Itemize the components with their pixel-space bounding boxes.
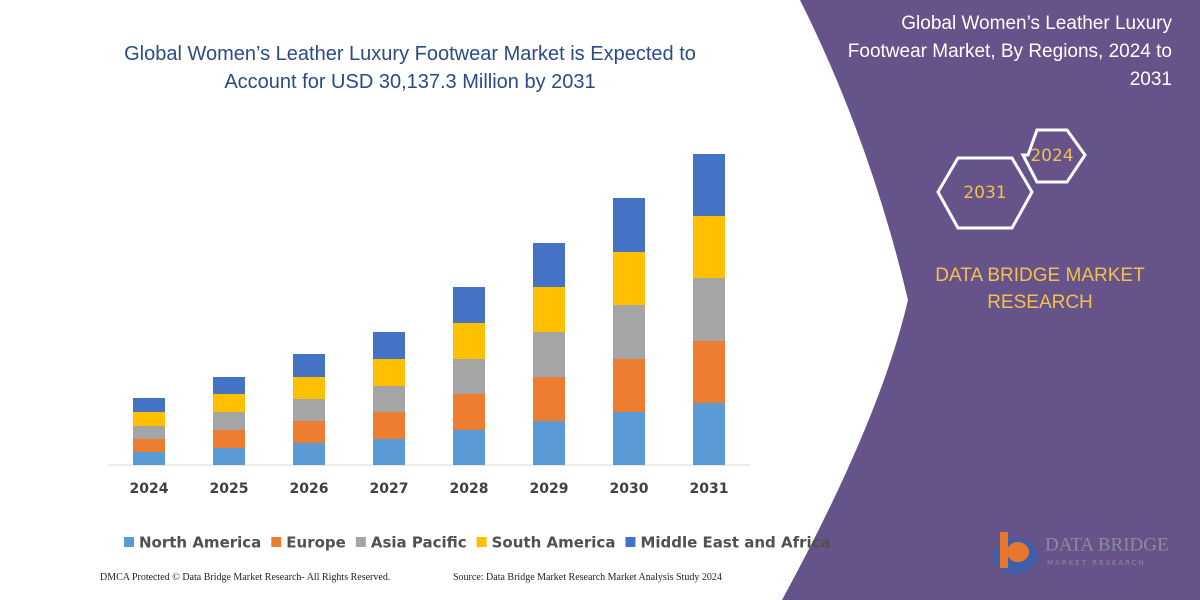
x-tick-label: 2030 [610,481,649,497]
bar-segment [533,332,565,377]
x-tick-label: 2024 [130,481,169,497]
bar-segment [293,421,325,443]
hexagon [936,156,1034,230]
bar-segment [693,403,725,465]
bar-segment [693,278,725,341]
bar-segment [133,452,165,465]
legend-swatch [476,537,487,547]
bar-segment [693,154,725,216]
bar-segment [133,398,165,412]
legend-label: Europe [286,534,346,552]
bar-segment [533,377,565,421]
bar-segment [293,354,325,377]
bar-segment [613,412,645,465]
legend-swatch [271,537,282,547]
bar-segment [613,198,645,252]
bar-segment [213,412,245,430]
chart-title: Global Women’s Leather Luxury Footwear M… [124,43,696,93]
bar-segment [453,323,485,359]
bar-segment [613,252,645,305]
bar-segment [293,377,325,399]
hexagon [1020,128,1087,184]
bar-segment [213,448,245,465]
bar-segment [533,287,565,332]
bar-segment [213,377,245,394]
x-tick-label: 2025 [210,481,249,497]
side-panel-bg [782,0,1200,600]
bar-segment [373,439,405,465]
bar-segment [373,332,405,359]
bar-segment [133,439,165,452]
bar-segment [693,216,725,278]
x-tick-label: 2028 [450,481,489,497]
legend-swatch [625,537,636,547]
bar-segment [693,341,725,403]
bar-segment [213,430,245,448]
bar-segment [453,359,485,394]
side-title: Global Women’s Leather Luxury Footwear M… [847,13,1172,90]
legend-swatch [124,537,134,547]
bar-segment [453,287,485,323]
x-tick-label: 2031 [690,481,729,497]
footer-left: DMCA Protected © Data Bridge Market Rese… [100,572,391,583]
logo-tagline: MARKET RESEARCH [1047,559,1146,567]
legend-label: North America [139,534,261,552]
bar-segment [533,421,565,465]
bar-segment [533,243,565,287]
hexagon-label: 2031 [963,183,1006,203]
x-tick-label: 2026 [290,481,329,497]
bar-segment [213,394,245,412]
bar-segment [293,443,325,465]
x-tick-label: 2027 [370,481,409,497]
brand: DATA BRIDGE MARKET RESEARCH [935,265,1145,313]
bar-segment [293,399,325,421]
bar-segment [453,394,485,430]
bar-segment [613,305,645,359]
bar-segment [133,426,165,439]
legend-label: Middle East and Africa [640,534,830,552]
legend-label: Asia Pacific [371,534,467,552]
legend-label: South America [492,534,616,552]
bar-segment [373,359,405,386]
x-tick-label: 2029 [530,481,569,497]
bar-segment [133,412,165,426]
logo-icon [993,532,1037,574]
hexagon-label: 2024 [1030,146,1073,166]
logo-name: DATA BRIDGE [1045,534,1169,555]
footer-right: Source: Data Bridge Market Research Mark… [453,572,722,583]
bar-segment [373,412,405,439]
bar-segment [613,359,645,412]
bar-segment [453,430,485,465]
legend-swatch [355,537,366,547]
bar-segment [373,386,405,412]
